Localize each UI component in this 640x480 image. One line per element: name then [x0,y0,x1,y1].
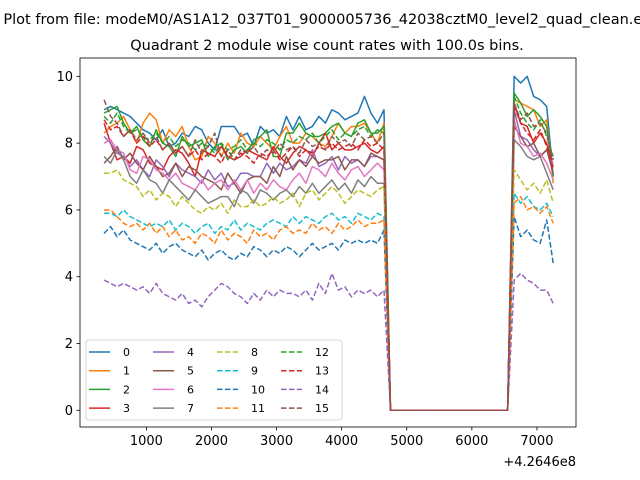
y-tick-label: 8 [65,137,73,152]
axes-frame [79,57,577,428]
legend-label-8: 8 [251,346,258,359]
series-layer [103,75,554,412]
y-tick-label: 0 [65,404,73,419]
series-line-15 [103,99,554,412]
x-axis-offset-label: +4.2646e8 [503,455,576,470]
legend-label-13: 13 [315,365,329,378]
y-tick-label: 6 [65,203,73,218]
legend-label-9: 9 [251,365,258,378]
legend-label-4: 4 [187,346,194,359]
y-axis: 0 2 4 6 8 10 [56,70,80,419]
legend-label-1: 1 [123,365,130,378]
y-tick-label: 10 [56,70,73,85]
x-tick-label: 1000 [130,434,163,449]
y-tick-label: 2 [65,337,73,352]
figure-suptitle: Plot from file: modeM0/AS1A12_037T01_900… [3,12,640,28]
x-tick-label: 6000 [455,434,488,449]
series-line-9 [104,192,554,412]
legend-label-0: 0 [123,346,130,359]
legend-label-2: 2 [123,383,130,396]
x-tick-label: 2000 [195,434,228,449]
legend-label-12: 12 [315,346,329,359]
legend-label-10: 10 [251,383,265,396]
legend-label-5: 5 [187,365,194,378]
legend-label-6: 6 [187,383,194,396]
x-axis: 1000 2000 3000 4000 5000 6000 7000 [130,427,553,449]
legend-label-3: 3 [123,402,130,415]
x-tick-label: 3000 [260,434,293,449]
legend-box [85,339,343,421]
legend-label-7: 7 [187,402,194,415]
chart-title: Quadrant 2 module wise count rates with … [130,38,524,54]
legend-label-15: 15 [315,402,329,415]
x-tick-label: 4000 [325,434,358,449]
x-tick-label: 7000 [520,434,553,449]
x-tick-label: 5000 [390,434,423,449]
legend-label-14: 14 [315,383,329,396]
legend-label-11: 11 [251,402,265,415]
y-tick-label: 4 [65,270,73,285]
